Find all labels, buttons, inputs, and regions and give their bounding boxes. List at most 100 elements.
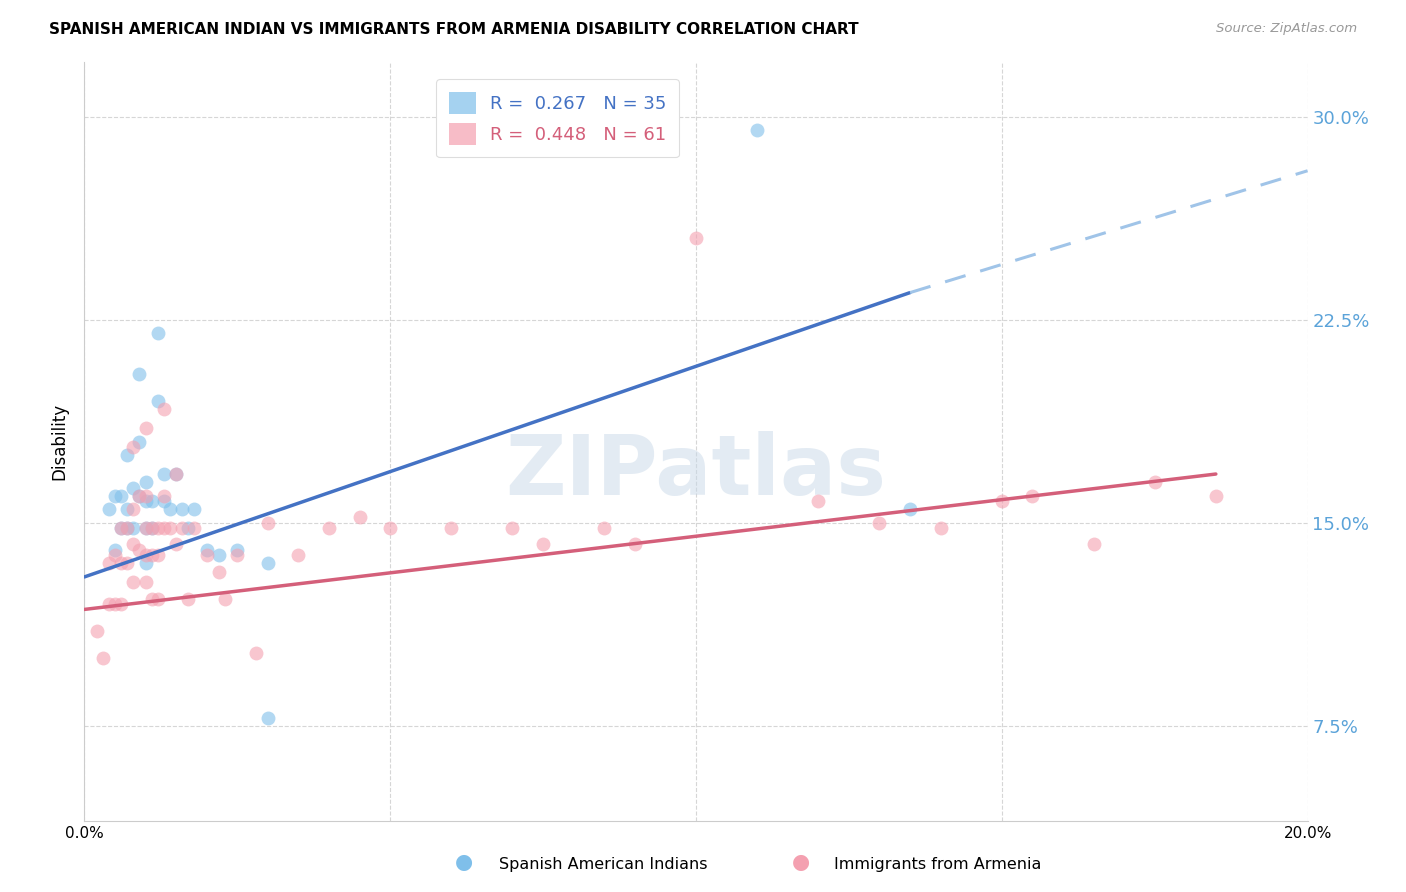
- Point: [226, 548, 249, 563]
- Point: [115, 448, 138, 462]
- Point: [502, 521, 524, 535]
- Point: [1205, 489, 1227, 503]
- Point: [115, 502, 138, 516]
- Point: [135, 475, 157, 490]
- Point: [122, 537, 145, 551]
- Point: [685, 231, 707, 245]
- Point: [146, 591, 169, 606]
- Point: [97, 557, 120, 571]
- Point: [226, 542, 249, 557]
- Point: [1021, 489, 1043, 503]
- Point: [153, 521, 176, 535]
- Point: [128, 489, 150, 503]
- Point: [104, 548, 127, 563]
- Text: Source: ZipAtlas.com: Source: ZipAtlas.com: [1216, 22, 1357, 36]
- Point: [141, 591, 163, 606]
- Point: [898, 502, 921, 516]
- Point: [747, 123, 769, 137]
- Point: [172, 502, 194, 516]
- Point: [208, 548, 231, 563]
- Point: [183, 521, 205, 535]
- Point: [141, 548, 163, 563]
- Point: [257, 516, 280, 530]
- Point: [159, 502, 181, 516]
- Point: [146, 521, 169, 535]
- Point: [115, 521, 138, 535]
- Point: [110, 521, 132, 535]
- Point: [135, 489, 157, 503]
- Point: [287, 548, 309, 563]
- Point: [128, 489, 150, 503]
- Point: [153, 467, 176, 481]
- Point: [141, 521, 163, 535]
- Point: [165, 467, 187, 481]
- Point: [153, 489, 176, 503]
- Point: [146, 548, 169, 563]
- Point: [97, 597, 120, 611]
- Point: [146, 393, 169, 408]
- Legend: R =  0.267   N = 35, R =  0.448   N = 61: R = 0.267 N = 35, R = 0.448 N = 61: [436, 79, 679, 157]
- Point: [153, 402, 176, 417]
- Point: [146, 326, 169, 341]
- Point: [135, 521, 157, 535]
- Point: [159, 521, 181, 535]
- Point: [1083, 537, 1105, 551]
- Point: [183, 502, 205, 516]
- Point: [115, 557, 138, 571]
- Point: [440, 521, 463, 535]
- Text: ●: ●: [456, 853, 472, 872]
- Point: [195, 548, 218, 563]
- Point: [929, 521, 952, 535]
- Text: ●: ●: [793, 853, 810, 872]
- Point: [104, 542, 127, 557]
- Point: [115, 521, 138, 535]
- Point: [110, 597, 132, 611]
- Point: [593, 521, 616, 535]
- Point: [208, 565, 231, 579]
- Point: [195, 542, 218, 557]
- Point: [257, 711, 280, 725]
- Point: [122, 502, 145, 516]
- Point: [91, 651, 114, 665]
- Point: [135, 548, 157, 563]
- Point: [135, 521, 157, 535]
- Point: [245, 646, 267, 660]
- Point: [172, 521, 194, 535]
- Point: [135, 575, 157, 590]
- Point: [807, 494, 830, 508]
- Point: [110, 489, 132, 503]
- Point: [177, 591, 200, 606]
- Point: [177, 521, 200, 535]
- Point: [214, 591, 236, 606]
- Point: [141, 521, 163, 535]
- Point: [122, 481, 145, 495]
- Point: [153, 494, 176, 508]
- Point: [128, 367, 150, 381]
- Point: [1143, 475, 1166, 490]
- Point: [135, 421, 157, 435]
- Point: [165, 467, 187, 481]
- Point: [97, 502, 120, 516]
- Point: [128, 542, 150, 557]
- Text: Immigrants from Armenia: Immigrants from Armenia: [834, 857, 1040, 872]
- Point: [104, 597, 127, 611]
- Point: [128, 434, 150, 449]
- Point: [349, 510, 371, 524]
- Point: [380, 521, 402, 535]
- Point: [257, 557, 280, 571]
- Point: [122, 440, 145, 454]
- Point: [104, 489, 127, 503]
- Point: [141, 494, 163, 508]
- Y-axis label: Disability: Disability: [51, 403, 69, 480]
- Point: [135, 494, 157, 508]
- Point: [624, 537, 647, 551]
- Point: [122, 575, 145, 590]
- Point: [318, 521, 340, 535]
- Point: [86, 624, 108, 639]
- Point: [869, 516, 891, 530]
- Point: [122, 521, 145, 535]
- Point: [110, 557, 132, 571]
- Text: ZIPatlas: ZIPatlas: [506, 432, 886, 512]
- Point: [110, 521, 132, 535]
- Point: [165, 537, 187, 551]
